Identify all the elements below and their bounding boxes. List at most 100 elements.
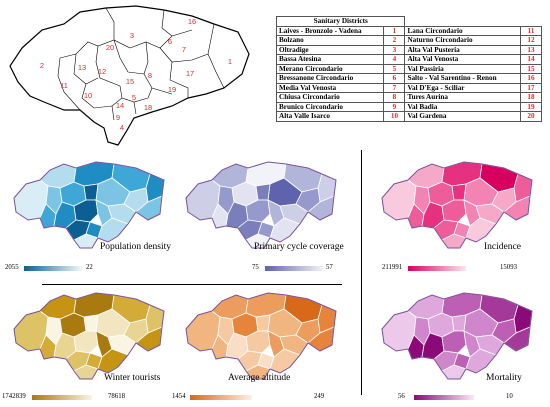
district-name: Alta Val Pusteria xyxy=(404,44,521,55)
district-number: 17 xyxy=(520,82,542,93)
district-number: 8 xyxy=(383,92,406,103)
district-region xyxy=(255,314,271,332)
legend-max-value: 249 xyxy=(314,393,325,400)
legend-min-value: 1454 xyxy=(172,393,186,400)
district-name: Chiusa Circondario xyxy=(275,92,385,103)
legend-min-value: 1742839 xyxy=(2,393,26,400)
district-number-label: 16 xyxy=(188,17,196,26)
district-number-label: 20 xyxy=(106,43,114,52)
district-region xyxy=(451,314,467,332)
table-title: Sanitary Districts xyxy=(275,16,406,27)
district-number-label: 11 xyxy=(60,81,68,90)
district-name: Salto - Val Sarentino - Renon xyxy=(404,73,521,84)
district-number: 20 xyxy=(520,111,542,122)
population-density-map xyxy=(13,161,165,249)
vertical-divider xyxy=(361,150,362,395)
district-number-label: 17 xyxy=(186,69,194,78)
district-name: Bassa Atesina xyxy=(275,54,385,65)
province-outline xyxy=(13,161,165,249)
table-row: Brunico Circondario 9 Val Badia 19 xyxy=(275,101,542,112)
winter-tourists-map xyxy=(13,292,165,380)
legend-max-value: 15093 xyxy=(500,264,517,271)
district-name: Media Val Venosta xyxy=(275,82,385,93)
district-number: 15 xyxy=(520,63,542,74)
legend-gradient-bar xyxy=(32,395,92,400)
district-name: Bolzano xyxy=(275,35,385,46)
table-row: Bolzano 2 Naturno Circondario 12 xyxy=(275,35,542,46)
legend-max-value: 78618 xyxy=(108,393,125,400)
table-row: Bressanone Circondario 6 Salto - Val Saren… xyxy=(275,73,542,84)
legend-min-value: 211991 xyxy=(382,264,403,271)
district-number: 10 xyxy=(383,111,406,122)
district-name: Lana Circondario xyxy=(404,25,521,36)
district-number-label: 4 xyxy=(120,123,124,132)
district-number-label: 2 xyxy=(40,61,44,70)
legend-gradient-bar xyxy=(414,395,474,400)
legend-max-value: 22 xyxy=(86,264,93,271)
population-density-panel: Population density 2055 22 xyxy=(0,156,180,276)
table-row: Media Val Venosta 7 Val D'Ega - Sciliar 17 xyxy=(275,82,542,93)
district-number: 14 xyxy=(520,54,542,65)
district-number-label: 7 xyxy=(182,45,186,54)
table-row: Chiusa Circondario 8 Tures Aurina 18 xyxy=(275,92,542,103)
table-row: Laives - Bronzolo - Vadena 1 Lana Circonda… xyxy=(275,25,542,36)
district-number-label: 10 xyxy=(84,91,92,100)
legend-min-value: 2055 xyxy=(5,264,19,271)
panel-title: Incidence xyxy=(484,242,521,252)
district-name: Alta Valle Isarco xyxy=(275,111,385,122)
district-number: 3 xyxy=(383,44,406,55)
district-number-label: 1 xyxy=(228,57,232,66)
district-number-label: 6 xyxy=(168,37,172,46)
district-number: 1 xyxy=(383,25,406,36)
district-name: Val Gardena xyxy=(404,111,521,122)
district-number: 7 xyxy=(383,82,406,93)
district-name: Val Badia xyxy=(404,101,521,112)
district-name: Merano Circondario xyxy=(275,63,385,74)
district-number-label: 15 xyxy=(126,77,134,86)
district-region xyxy=(451,183,467,201)
district-region xyxy=(255,183,271,201)
district-number: 4 xyxy=(383,54,406,65)
table-row: Bassa Atesina 4 Alta Val Venosta 14 xyxy=(275,54,542,65)
province-outline xyxy=(381,161,533,249)
district-number-label: 18 xyxy=(144,103,152,112)
panel-title: Average altitude xyxy=(228,373,291,383)
district-number: 2 xyxy=(383,35,406,46)
legend-gradient-bar xyxy=(265,266,323,271)
district-region xyxy=(83,314,99,332)
district-number: 16 xyxy=(520,73,542,84)
legend-max-value: 57 xyxy=(326,264,333,271)
district-number-label: 9 xyxy=(116,113,120,122)
panel-title: Winter tourists xyxy=(104,373,161,383)
province-outline xyxy=(185,161,337,249)
district-name: Val D'Ega - Sciliar xyxy=(404,82,521,93)
district-name: Oltradige xyxy=(275,44,385,55)
primary-cycle-coverage-map xyxy=(185,161,337,249)
incidence-panel: Incidence 211991 15093 xyxy=(368,156,548,276)
district-number: 13 xyxy=(520,44,542,55)
district-number: 18 xyxy=(520,92,542,103)
table-row: Alta Valle Isarco 10 Val Gardena 20 xyxy=(275,111,542,122)
district-number-label: 8 xyxy=(148,71,152,80)
province-outline xyxy=(13,292,165,380)
winter-tourists-panel: Winter tourists 1742839 78618 xyxy=(0,287,180,407)
district-number: 5 xyxy=(383,63,406,74)
average-altitude-map xyxy=(185,292,337,380)
district-number-label: 5 xyxy=(132,93,136,102)
panel-title: Mortality xyxy=(486,373,522,383)
district-name: Alta Val Venosta xyxy=(404,54,521,65)
legend-max-value: 10 xyxy=(506,393,513,400)
legend-gradient-bar xyxy=(24,266,82,271)
district-name: Laives - Bronzolo - Vadena xyxy=(275,25,385,36)
district-number-label: 19 xyxy=(168,85,176,94)
district-name: Brunico Circondario xyxy=(275,101,385,112)
mortality-panel: Mortality 56 10 xyxy=(368,287,548,407)
sanitary-districts-table: Sanitary Districts Laives - Bronzolo - V… xyxy=(275,16,542,122)
district-number: 6 xyxy=(383,73,406,84)
district-name: Tures Aurina xyxy=(404,92,521,103)
district-number-label: 3 xyxy=(130,31,134,40)
district-number: 11 xyxy=(520,25,542,36)
table-row: Oltradige 3 Alta Val Pusteria 13 xyxy=(275,44,542,55)
table-row: Merano Circondario 5 Val Passiria 15 xyxy=(275,63,542,74)
